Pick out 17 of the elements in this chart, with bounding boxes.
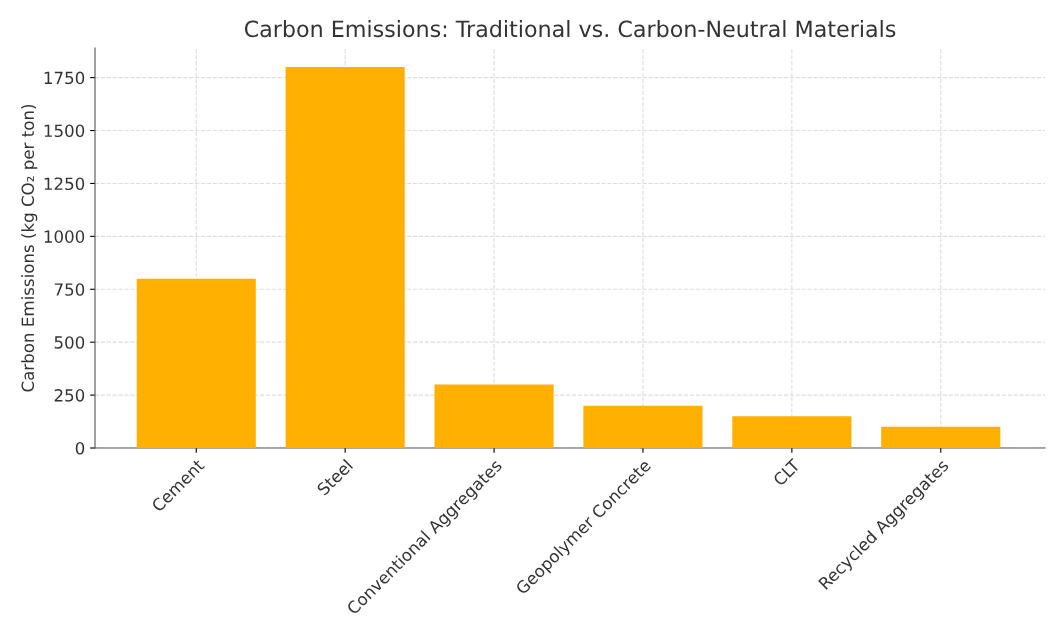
x-tick-label: CLT: [772, 457, 802, 487]
bar: [285, 67, 405, 448]
bar: [136, 278, 256, 448]
y-tick-label: 1000: [44, 230, 85, 243]
chart-title: Carbon Emissions: Traditional vs. Carbon-Neutral Materials: [244, 20, 896, 38]
y-axis-title: Carbon Emissions (kg CO₂ per ton): [21, 104, 38, 392]
y-tick-label: 250: [54, 389, 85, 402]
bar: [583, 405, 703, 448]
y-tick-label: 0: [75, 441, 85, 455]
bar: [881, 426, 1001, 448]
y-tick-label: 500: [54, 336, 85, 349]
y-tick-label: 1250: [44, 177, 85, 191]
y-tick-label: 750: [54, 283, 85, 296]
bar: [434, 384, 554, 448]
bar: [732, 416, 852, 448]
y-tick-label: 1750: [44, 71, 85, 85]
y-tick-label: 1500: [44, 124, 85, 138]
